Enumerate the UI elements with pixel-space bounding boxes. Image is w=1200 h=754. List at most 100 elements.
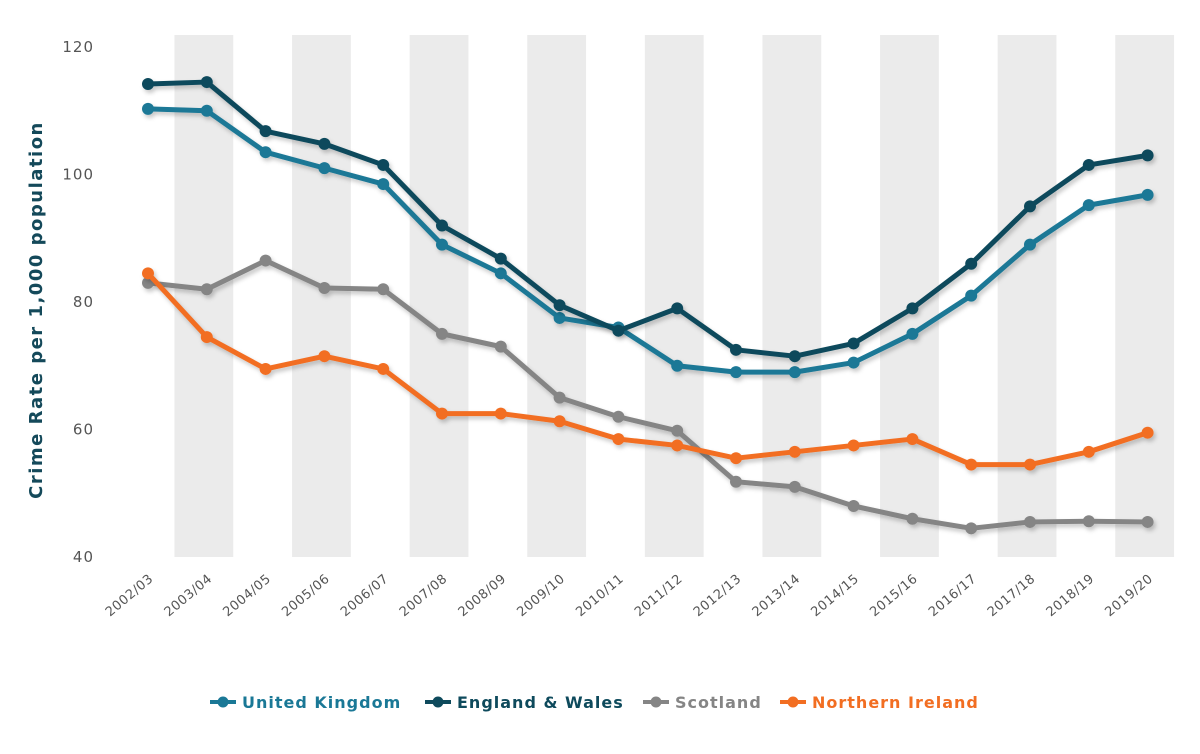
grid-band	[409, 35, 469, 557]
x-tick-label: 2016/17	[926, 572, 980, 620]
data-point	[965, 289, 978, 302]
data-point	[1141, 188, 1154, 201]
data-point	[671, 359, 684, 372]
y-tick-label: 80	[73, 293, 94, 311]
data-point	[259, 362, 272, 375]
grid-band	[527, 35, 587, 557]
data-point	[847, 439, 860, 452]
legend-marker	[432, 696, 444, 708]
x-tick-label: 2003/04	[162, 572, 216, 620]
data-point	[1141, 426, 1154, 439]
grid-band	[1115, 35, 1175, 557]
data-point	[259, 125, 272, 138]
data-point	[318, 350, 331, 363]
data-point	[906, 327, 919, 340]
data-point	[847, 356, 860, 369]
x-tick-label: 2009/10	[514, 572, 568, 620]
data-point	[436, 219, 448, 232]
data-point	[671, 302, 684, 315]
data-point	[142, 77, 154, 90]
legend-marker	[650, 696, 662, 708]
data-point	[142, 102, 154, 115]
data-point	[906, 302, 919, 315]
data-point	[906, 512, 919, 525]
y-tick-label: 60	[73, 421, 94, 439]
grid-band	[292, 35, 351, 557]
data-point	[730, 452, 742, 465]
legend-label: Scotland	[675, 693, 762, 712]
x-tick-label: 2011/12	[632, 572, 686, 620]
series-england-wales	[142, 76, 1154, 363]
data-point	[318, 281, 331, 294]
data-point	[788, 445, 801, 458]
x-tick-label: 2005/06	[279, 572, 333, 620]
series-line	[145, 258, 1151, 531]
data-point	[1082, 199, 1095, 212]
data-point	[965, 522, 978, 535]
x-tick-label: 2015/16	[867, 572, 921, 620]
data-point	[553, 391, 566, 404]
x-tick-label: 2007/08	[397, 572, 451, 620]
data-point	[612, 433, 625, 446]
data-point	[1024, 458, 1036, 471]
data-point	[436, 407, 448, 420]
x-tick-label: 2019/20	[1102, 572, 1156, 620]
legend-label: United Kingdom	[242, 693, 401, 712]
y-tick-label: 40	[73, 548, 94, 566]
data-point	[259, 254, 272, 267]
data-point	[318, 137, 331, 150]
data-point	[494, 252, 507, 265]
series-scotland	[142, 254, 1154, 535]
data-point	[259, 146, 272, 159]
data-point	[788, 480, 801, 493]
data-point	[1024, 200, 1036, 213]
x-tick-label: 2004/05	[220, 572, 274, 620]
data-point	[142, 267, 154, 280]
y-axis-ticks: 40 60 80 100 120	[62, 38, 94, 566]
series-northern-ireland	[142, 267, 1154, 471]
data-point	[671, 424, 684, 437]
legend-label: Northern Ireland	[812, 693, 979, 712]
data-point	[788, 366, 801, 379]
data-point	[377, 362, 390, 375]
data-point	[847, 337, 860, 350]
legend-item: Northern Ireland	[780, 693, 979, 712]
series-line	[145, 106, 1151, 375]
data-point	[377, 283, 390, 296]
series-united-kingdom	[142, 102, 1154, 379]
x-tick-label: 2010/11	[573, 572, 627, 620]
x-tick-label: 2017/18	[985, 572, 1039, 620]
data-point	[788, 350, 801, 363]
grid-band	[997, 35, 1057, 557]
data-point	[612, 410, 625, 423]
y-axis-label: Crime Rate per 1,000 population	[26, 121, 47, 499]
grid-band	[762, 35, 822, 557]
data-point	[436, 327, 448, 340]
data-point	[1141, 515, 1154, 528]
series-layer	[142, 76, 1154, 535]
grid-bands	[174, 35, 1175, 557]
data-point	[612, 324, 625, 337]
data-point	[318, 162, 331, 175]
data-point	[1082, 515, 1095, 528]
data-point	[730, 366, 742, 379]
data-point	[1082, 158, 1095, 171]
legend-marker	[217, 696, 229, 708]
x-tick-label: 2013/14	[750, 572, 804, 620]
data-point	[1141, 149, 1154, 162]
data-point	[200, 331, 213, 344]
data-point	[1082, 445, 1095, 458]
series-line	[145, 79, 1151, 359]
data-point	[553, 299, 566, 312]
data-point	[1024, 515, 1036, 528]
legend-item: England & Wales	[425, 693, 623, 712]
series-line	[145, 270, 1151, 468]
data-point	[965, 257, 978, 270]
x-tick-label: 2008/09	[456, 572, 510, 620]
data-point	[494, 340, 507, 353]
grid-band	[644, 35, 704, 557]
data-point	[200, 283, 213, 296]
x-tick-label: 2018/19	[1044, 572, 1098, 620]
